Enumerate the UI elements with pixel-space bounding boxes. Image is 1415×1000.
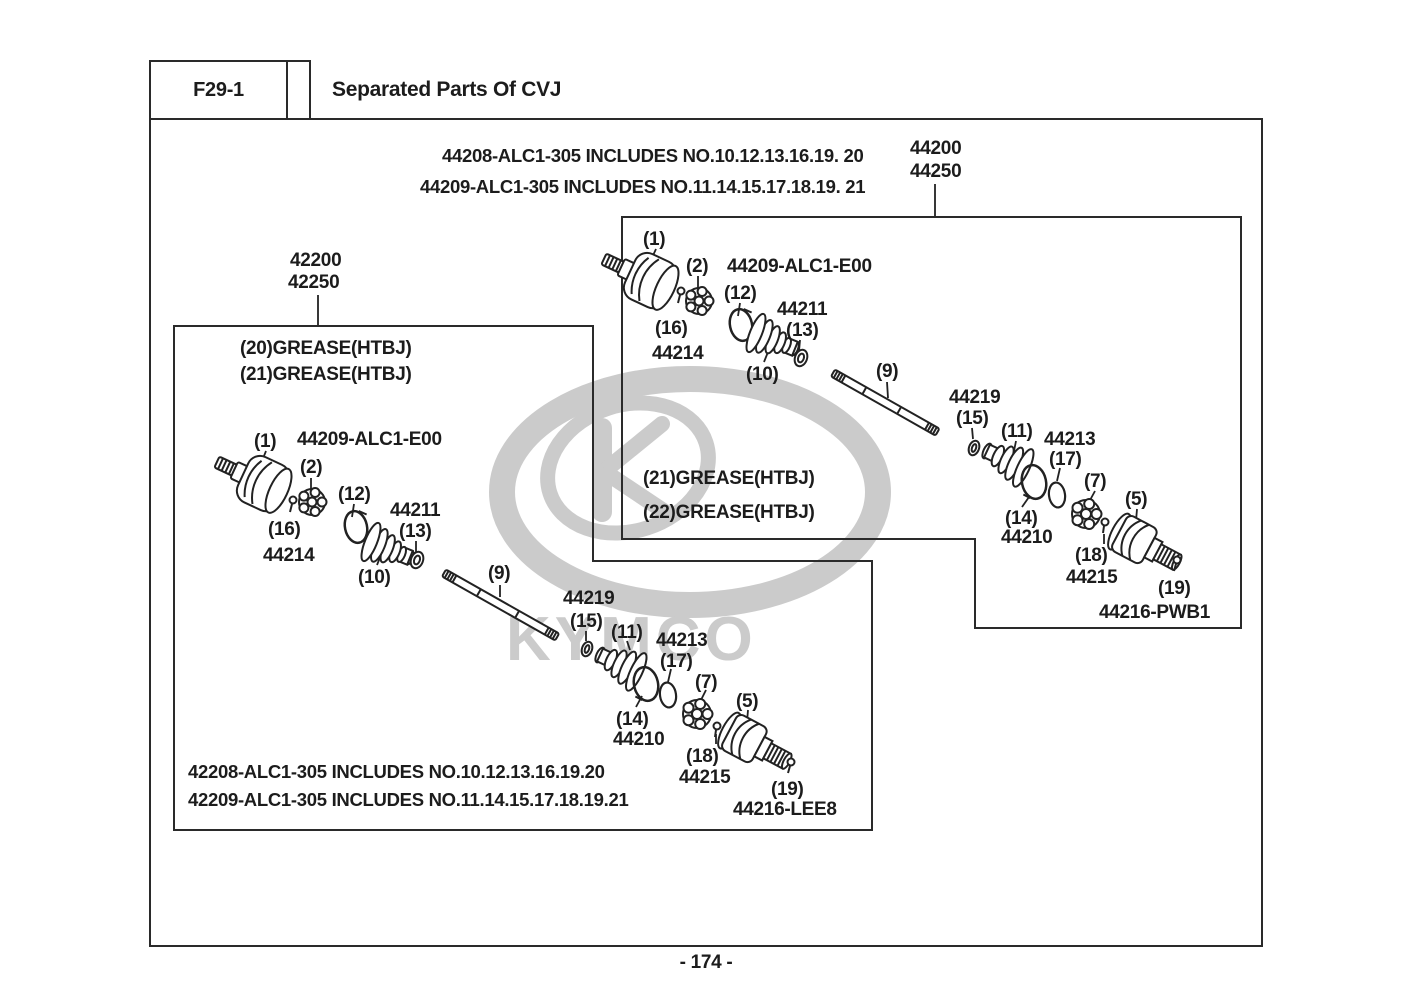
- pin-18-left: [712, 721, 722, 738]
- callout-9: (9): [488, 563, 511, 584]
- boot-11-right: [981, 442, 1035, 488]
- grease-note-22: (22)GREASE(HTBJ): [643, 502, 815, 523]
- callout-19: (19): [771, 779, 804, 800]
- callout-1: (1): [643, 229, 666, 250]
- callout-15: (15): [956, 408, 989, 429]
- callout-44215: 44215: [679, 767, 731, 788]
- page-number: - 174 -: [679, 952, 733, 973]
- callout-11: (11): [611, 622, 643, 643]
- header-code-box: [149, 60, 311, 120]
- callout-5: (5): [1125, 489, 1148, 510]
- callout-44215: 44215: [1066, 567, 1118, 588]
- callout-13: (13): [786, 320, 819, 341]
- clamp-12-right: [728, 307, 754, 343]
- callout-1: (1): [254, 431, 277, 452]
- assembly-number-42250: 42250: [288, 272, 340, 293]
- pin-18-right: [1100, 517, 1110, 534]
- callout-18: (18): [686, 746, 719, 767]
- clamp-12-left: [343, 509, 369, 545]
- callout-2: (2): [686, 256, 709, 277]
- callout-44214: 44214: [652, 343, 704, 364]
- inner-joint-right: [600, 251, 680, 311]
- callout-44214: 44214: [263, 545, 315, 566]
- includes-note-44209: 44209-ALC1-305 INCLUDES NO.11.14.15.17.1…: [420, 176, 866, 197]
- left-parts-box: [173, 325, 873, 831]
- callout-13: (13): [399, 521, 432, 542]
- cap-13-left: [409, 550, 425, 570]
- callout-44209-ALC1-E00: 44209-ALC1-E00: [727, 256, 872, 277]
- right-parts-box: [621, 216, 1242, 629]
- includes-note-42209: 42209-ALC1-305 INCLUDES NO.11.14.15.17.1…: [188, 789, 629, 810]
- includes-note-42208: 42208-ALC1-305 INCLUDES NO.10.12.13.16.1…: [188, 761, 605, 782]
- callout-5: (5): [736, 691, 759, 712]
- ring-17-right: [1047, 481, 1067, 509]
- callout-10: (10): [746, 364, 779, 385]
- pin-16-right: [676, 286, 686, 304]
- callout-9: (9): [876, 361, 899, 382]
- grease-note-20: (20)GREASE(HTBJ): [240, 338, 412, 359]
- callout-44216-LEE8: 44216-LEE8: [733, 799, 837, 820]
- callout-16: (16): [268, 519, 301, 540]
- tripod-7-left: [682, 698, 714, 730]
- shaft-9-left: [441, 569, 560, 641]
- pin-19-left: [786, 757, 796, 774]
- cap-13-right: [793, 348, 809, 368]
- ring-15-right: [967, 439, 981, 457]
- callout-11: (11): [1001, 421, 1033, 442]
- boot-10-right: [745, 312, 800, 357]
- callout-7: (7): [1084, 471, 1107, 492]
- assembly-number-42200: 42200: [290, 250, 342, 271]
- includes-note-44208: 44208-ALC1-305 INCLUDES NO.10.12.13.16.1…: [442, 145, 864, 166]
- section-code: F29-1: [193, 79, 244, 101]
- left-axle-diagram: [213, 454, 796, 774]
- callout-44210: 44210: [1001, 527, 1053, 548]
- outer-joint-5-right: [1107, 512, 1183, 571]
- kymco-watermark-emblem: [489, 366, 891, 618]
- callout-7: (7): [695, 672, 718, 693]
- callout-12: (12): [724, 283, 757, 304]
- tripod-7-right: [1071, 498, 1103, 530]
- assembly-number-44250: 44250: [910, 161, 962, 182]
- callout-19: (19): [1158, 578, 1191, 599]
- callout-2: (2): [300, 457, 323, 478]
- grease-note-21-right: (21)GREASE(HTBJ): [643, 468, 815, 489]
- grease-note-21-left: (21)GREASE(HTBJ): [240, 364, 412, 385]
- clamp-14-right: [1020, 463, 1048, 501]
- callout-17: (17): [1049, 449, 1082, 470]
- boot-10-left: [360, 521, 415, 566]
- callout-44216-PWB1: 44216-PWB1: [1099, 602, 1211, 623]
- callout-15: (15): [570, 611, 603, 632]
- callout-44213: 44213: [656, 630, 708, 651]
- callout-44211: 44211: [777, 299, 828, 320]
- pin-19-right: [1172, 555, 1182, 572]
- callout-18: (18): [1075, 545, 1108, 566]
- assembly-number-44200: 44200: [910, 138, 962, 159]
- spider-2-left: [298, 487, 328, 517]
- callout-14: (14): [1005, 508, 1038, 529]
- callout-10: (10): [358, 567, 391, 588]
- pin-16-left: [288, 495, 298, 513]
- callout-44211: 44211: [390, 500, 441, 521]
- right-axle-diagram: [600, 251, 1183, 572]
- callout-16: (16): [655, 318, 688, 339]
- callout-17: (17): [660, 651, 693, 672]
- callout-44213: 44213: [1044, 429, 1096, 450]
- callout-44219: 44219: [949, 387, 1001, 408]
- callout-14: (14): [616, 709, 649, 730]
- callout-44210: 44210: [613, 729, 665, 750]
- ring-15-left: [580, 640, 594, 658]
- callout-44219: 44219: [563, 588, 615, 609]
- callout-12: (12): [338, 484, 371, 505]
- outer-joint-5-left: [717, 711, 793, 770]
- main-border: [149, 118, 1263, 947]
- page-title: Separated Parts Of CVJ: [332, 78, 562, 101]
- inner-joint-left: [213, 454, 293, 514]
- spider-2-right: [685, 286, 715, 316]
- ring-17-left: [658, 681, 678, 709]
- clamp-14-left: [632, 665, 660, 703]
- callout-44209-ALC1-E00: 44209-ALC1-E00: [297, 429, 442, 450]
- shaft-9-right: [830, 369, 940, 436]
